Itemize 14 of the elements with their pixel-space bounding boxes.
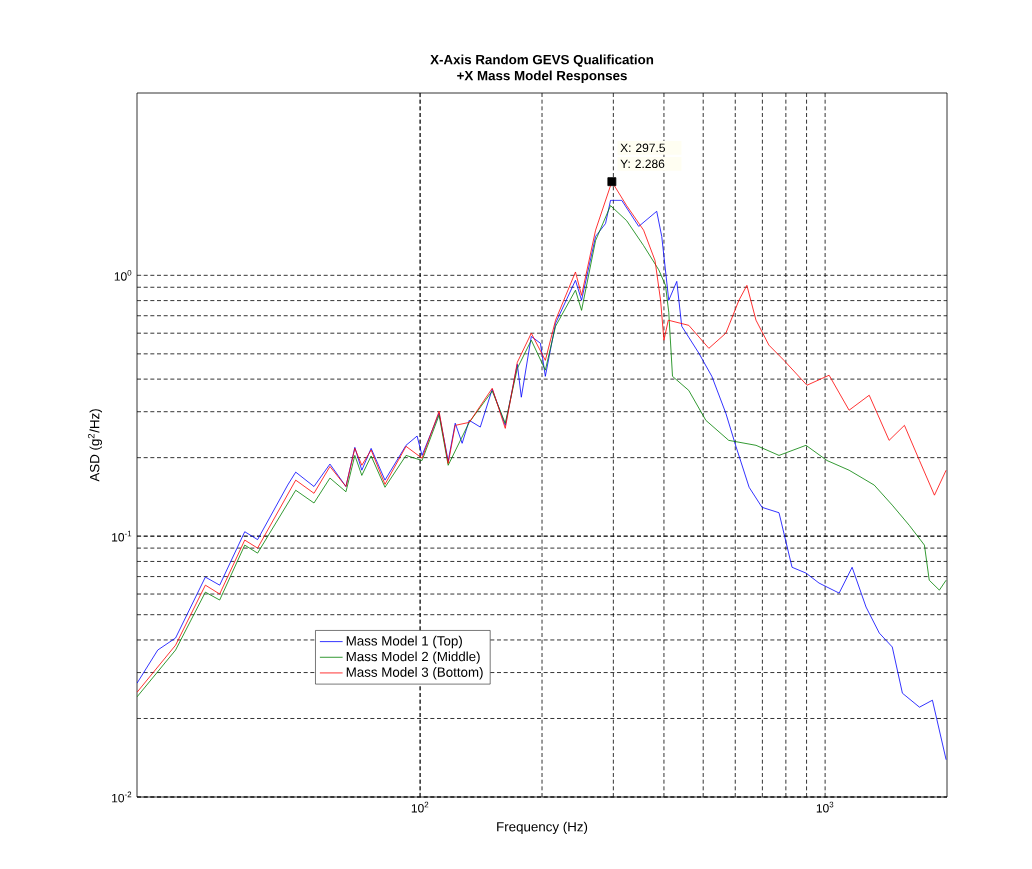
legend-label: Mass Model 3 (Bottom)	[346, 667, 483, 680]
y-axis-title: ASD (g$^{2}$/Hz)	[87, 409, 103, 482]
annotation: Y: 2.286	[620, 159, 665, 169]
chart-title: X-Axis Random GEVS Qualification	[430, 54, 654, 67]
y-tick-label: 10$^{-1}$	[112, 530, 132, 542]
y-tick-label: 10$^{-2}$	[112, 791, 132, 803]
legend-label: Mass Model 1 (Top)	[346, 635, 462, 649]
x-tick-label: 10$^{3}$	[816, 801, 834, 813]
x-tick-label: 10$^{2}$	[411, 801, 429, 813]
annotation: X: 297.5	[620, 143, 665, 153]
x-axis-title: Frequency (Hz)	[497, 821, 588, 835]
chart-subtitle: +X Mass Model Responses	[457, 70, 627, 83]
legend-label: Mass Model 2 (Middle)	[346, 651, 480, 664]
y-tick-label: 10$^{0}$	[114, 269, 132, 281]
